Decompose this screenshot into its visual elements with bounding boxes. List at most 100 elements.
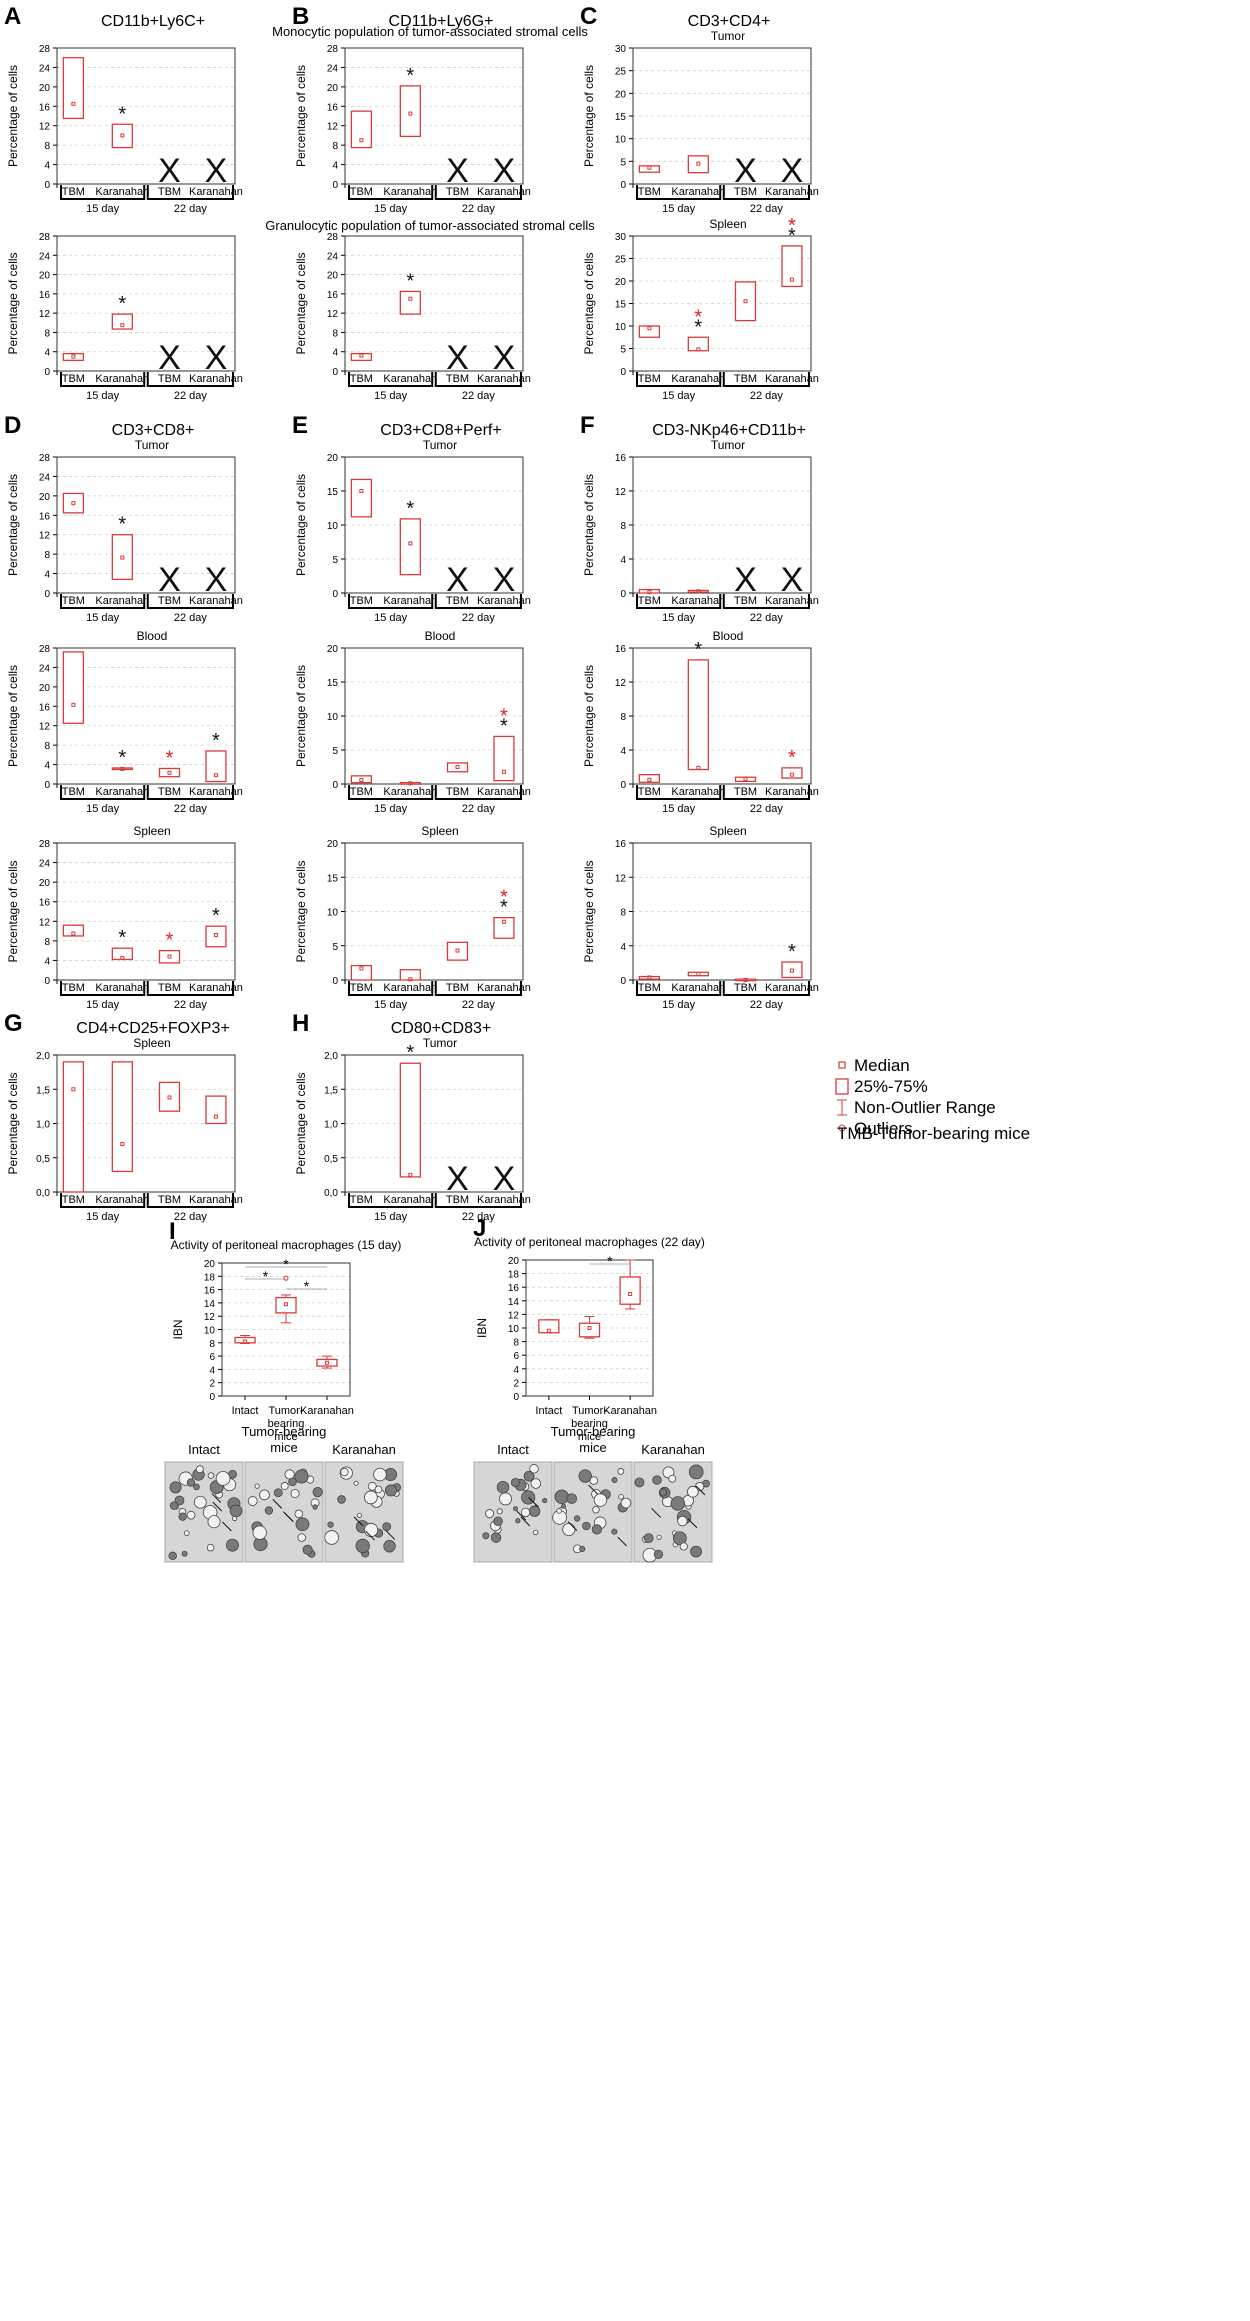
chart-subtitle: Spleen — [133, 1036, 170, 1050]
x-tick-label: TBM — [158, 786, 181, 798]
y-tick-label: 16 — [615, 839, 627, 850]
cell-blob — [280, 1482, 289, 1490]
plot-frame — [344, 647, 524, 785]
y-tick-label: 16 — [39, 290, 51, 301]
cell-blob — [688, 1464, 704, 1480]
cell-blob — [181, 1550, 188, 1557]
cell-blob — [273, 1488, 283, 1498]
median-marker — [408, 541, 413, 546]
chart-c-bottom: Spleen 0 5 10 15 20 25 30 Percentage of cells TBM… — [582, 215, 819, 402]
x-tick-label: Karanahan — [765, 186, 819, 198]
cell-blob — [178, 1512, 187, 1521]
arrow-icon — [651, 1508, 661, 1518]
legend-label: Median — [854, 1056, 910, 1075]
cell-blob — [659, 1488, 668, 1497]
arrow-icon — [687, 1518, 698, 1529]
cell-blob — [259, 1489, 270, 1501]
cell-blob — [374, 1485, 383, 1494]
significance-star: * — [406, 1042, 414, 1064]
y-axis-label: Percentage of cells — [294, 1072, 308, 1174]
chart-subtitle: Spleen — [421, 824, 458, 838]
x-tick-label: TBM — [446, 373, 469, 385]
x-tick-label: Tumor-bearing mice — [571, 1405, 608, 1443]
y-tick-label: 24 — [39, 472, 51, 483]
x-tick-label: Karanahan — [477, 186, 531, 198]
cell-blob — [496, 1480, 510, 1494]
significance-star: * — [694, 639, 702, 661]
y-tick-label: 18 — [204, 1272, 216, 1283]
significance-star: * — [500, 897, 508, 919]
plot-frame — [632, 47, 812, 185]
chart-subtitle: Tumor — [135, 438, 169, 452]
cell-blob — [340, 1467, 349, 1477]
legend-label: Non-Outlier Range — [854, 1098, 996, 1117]
y-tick-label: 0 — [620, 180, 626, 191]
missing-marker: X — [205, 339, 228, 377]
cell-blob — [593, 1493, 608, 1507]
y-tick-label: 28 — [39, 232, 51, 243]
y-tick-label: 1,5 — [36, 1085, 50, 1096]
median-marker — [120, 1142, 125, 1147]
x-tick-label: Karanahan — [189, 982, 243, 994]
group-bracket — [636, 185, 722, 200]
group-bracket — [146, 981, 234, 996]
cell-blob — [168, 1551, 177, 1561]
cell-blob — [384, 1484, 397, 1497]
cell-blob — [620, 1497, 632, 1509]
y-tick-label: 12 — [615, 487, 627, 498]
x-tick-label: Karanahan — [765, 786, 819, 798]
y-axis-label: Percentage of cells — [6, 474, 20, 576]
group-label: 22 day — [750, 203, 784, 215]
x-tick-label: TBM — [62, 786, 85, 798]
cell-blob — [183, 1530, 190, 1537]
missing-marker: X — [734, 152, 757, 190]
cell-blob — [193, 1495, 207, 1509]
x-tick-label: Karanahan — [765, 595, 819, 607]
significance-star: * — [500, 715, 508, 737]
missing-marker: X — [446, 561, 469, 599]
legend-note: TMB-Tumor-bearing mice — [837, 1124, 1030, 1143]
y-tick-label: 0,0 — [324, 1188, 338, 1199]
x-tick-label-line: mice — [274, 1431, 297, 1443]
median-marker — [696, 161, 701, 166]
y-tick-label: 24 — [327, 63, 339, 74]
y-tick-label: 8 — [44, 328, 50, 339]
cell-blob — [578, 1469, 592, 1483]
x-tick-label-line: bearing — [268, 1418, 305, 1430]
box — [493, 917, 515, 939]
x-tick-label: Karanahan — [383, 1194, 437, 1206]
y-tick-label: 0 — [44, 976, 50, 987]
plot-frame — [344, 456, 524, 594]
box — [158, 1081, 181, 1112]
x-tick-label: Karanahan — [477, 786, 531, 798]
chart-subtitle: Monocytic population of tumor-associated… — [272, 24, 588, 39]
median-marker — [789, 968, 794, 973]
cell-blob — [186, 1510, 196, 1520]
y-tick-label: 24 — [39, 663, 51, 674]
cell-blob — [573, 1515, 581, 1522]
y-tick-label: 16 — [39, 102, 51, 113]
plot-frame — [632, 647, 812, 785]
group-label: 15 day — [374, 999, 408, 1011]
chart-f-blood: Blood 0 4 8 12 16 Percentage of cells TBM Karana… — [582, 629, 819, 815]
x-tick-label: Tumor-bearing mice — [268, 1405, 305, 1443]
significance-star: * — [212, 730, 220, 752]
plot-frame — [344, 235, 524, 372]
chart-b-bottom: 0 4 8 12 16 20 24 28 Percentage of cells TBM Karan… — [294, 232, 531, 402]
box — [111, 123, 133, 149]
box — [734, 281, 757, 322]
cell-blob — [252, 1525, 267, 1540]
y-tick-label: 4 — [513, 1365, 519, 1376]
panel-letter: B — [292, 3, 309, 30]
box — [781, 961, 803, 979]
group-bracket — [60, 185, 146, 200]
cell-blob — [355, 1538, 370, 1554]
chart-title: CD3+CD8+ — [112, 422, 195, 439]
y-tick-label: 0,0 — [36, 1188, 50, 1199]
cell-blob — [169, 1501, 179, 1510]
group-label: 22 day — [462, 390, 496, 402]
panel-letter: G — [4, 1010, 23, 1037]
y-tick-label: 20 — [615, 89, 627, 100]
x-tick-label: Karanahan — [671, 982, 725, 994]
